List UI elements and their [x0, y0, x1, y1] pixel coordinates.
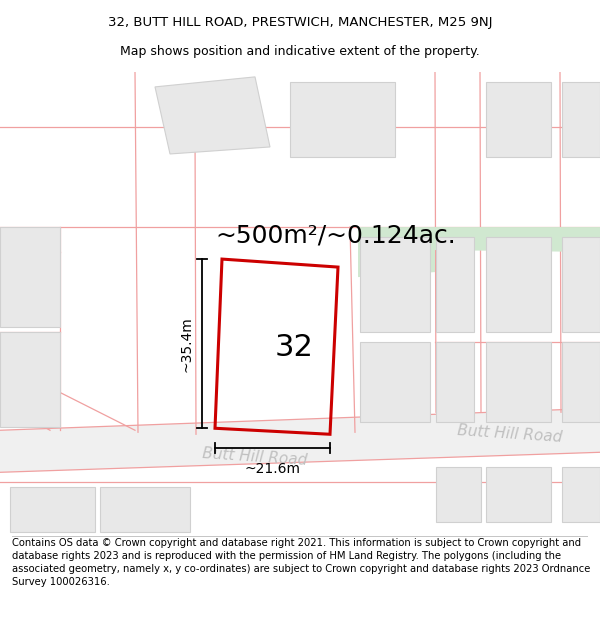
Bar — [10, 488, 95, 532]
Bar — [486, 237, 551, 332]
Bar — [436, 468, 481, 522]
Bar — [486, 82, 551, 157]
Bar — [562, 82, 600, 157]
Text: 32: 32 — [275, 332, 314, 362]
Bar — [290, 82, 395, 157]
Bar — [486, 342, 551, 422]
Polygon shape — [435, 227, 600, 252]
Bar — [436, 237, 474, 332]
Bar — [360, 342, 430, 422]
Text: Butt Hill Road: Butt Hill Road — [457, 423, 563, 445]
Bar — [562, 468, 600, 522]
Text: 32, BUTT HILL ROAD, PRESTWICH, MANCHESTER, M25 9NJ: 32, BUTT HILL ROAD, PRESTWICH, MANCHESTE… — [108, 16, 492, 29]
Bar — [562, 237, 600, 332]
Text: ~500m²/~0.124ac.: ~500m²/~0.124ac. — [215, 223, 456, 247]
Polygon shape — [155, 77, 270, 154]
Bar — [562, 342, 600, 422]
Bar — [0, 332, 60, 428]
Bar — [436, 342, 474, 422]
Bar — [360, 237, 430, 332]
Bar — [100, 488, 190, 532]
Text: Contains OS data © Crown copyright and database right 2021. This information is : Contains OS data © Crown copyright and d… — [12, 538, 590, 587]
Polygon shape — [0, 408, 600, 472]
Text: ~21.6m: ~21.6m — [245, 462, 301, 476]
Text: Butt Hill Road: Butt Hill Road — [202, 446, 308, 468]
Bar — [486, 468, 551, 522]
Text: Map shows position and indicative extent of the property.: Map shows position and indicative extent… — [120, 44, 480, 58]
Text: ~35.4m: ~35.4m — [180, 316, 194, 371]
Bar — [0, 227, 60, 327]
Polygon shape — [358, 227, 435, 277]
